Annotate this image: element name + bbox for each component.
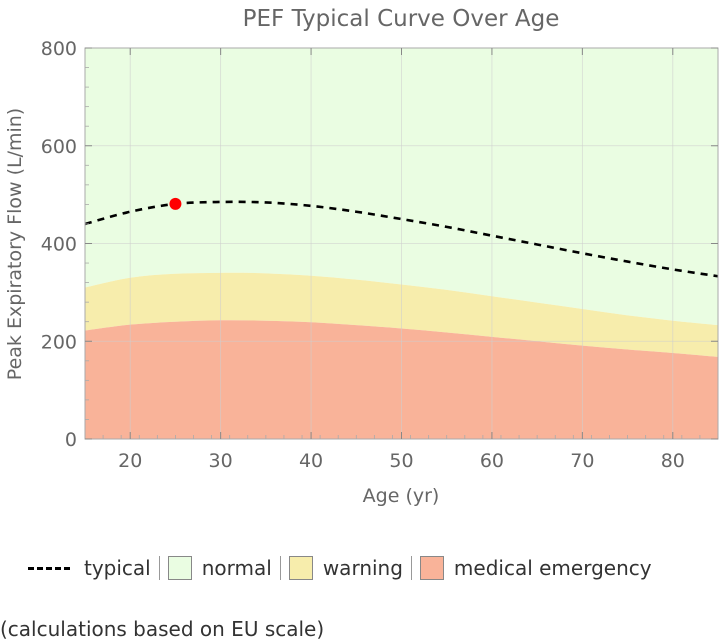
- y-tick-label: 400: [41, 234, 77, 256]
- curve-layer: [84, 197, 719, 278]
- legend-label-typical: typical: [84, 556, 151, 580]
- legend-item-warning: warning: [288, 556, 403, 580]
- x-tick-label: 70: [570, 450, 594, 472]
- legend-label-normal: normal: [201, 556, 272, 580]
- chart-title: PEF Typical Curve Over Age: [243, 6, 560, 32]
- y-tick-label: 800: [41, 38, 77, 60]
- legend-item-emergency: medical emergency: [419, 556, 652, 580]
- x-tick-label: 50: [389, 450, 413, 472]
- warning-swatch-icon: [288, 556, 313, 580]
- legend-item-typical: typical: [28, 556, 151, 580]
- x-tick-label: 20: [118, 450, 142, 472]
- typical-curve: [84, 200, 719, 278]
- legend-label-warning: warning: [322, 556, 403, 580]
- normal-swatch-icon: [167, 556, 192, 580]
- pef-chart: PEF Typical Curve Over Age 20 30 40 50 60 70 8…: [4, 6, 719, 507]
- x-axis-label: Age (yr): [363, 485, 440, 507]
- y-tick-label: 200: [41, 331, 77, 353]
- grid-layer: [85, 47, 718, 440]
- legend: typical normal warning medical emergency: [28, 552, 652, 584]
- legend-divider: [158, 556, 160, 580]
- emergency-swatch-icon: [419, 556, 444, 580]
- x-tick-label: 80: [661, 450, 685, 472]
- dashed-line-icon: [28, 566, 70, 570]
- legend-item-normal: normal: [167, 556, 272, 580]
- y-tick-label: 0: [65, 429, 77, 451]
- legend-divider: [410, 556, 412, 580]
- x-tick-label: 40: [299, 450, 323, 472]
- legend-divider: [279, 556, 281, 580]
- footnote: (calculations based on EU scale): [0, 617, 325, 641]
- ticks-layer: [84, 47, 719, 440]
- y-axis-label: Peak Expiratory Flow (L/min): [4, 108, 26, 380]
- y-tick-label: 600: [41, 136, 77, 158]
- x-tick-label: 30: [209, 450, 233, 472]
- legend-label-emergency: medical emergency: [453, 556, 652, 580]
- current-age-point: [169, 197, 182, 210]
- x-tick-label: 60: [480, 450, 504, 472]
